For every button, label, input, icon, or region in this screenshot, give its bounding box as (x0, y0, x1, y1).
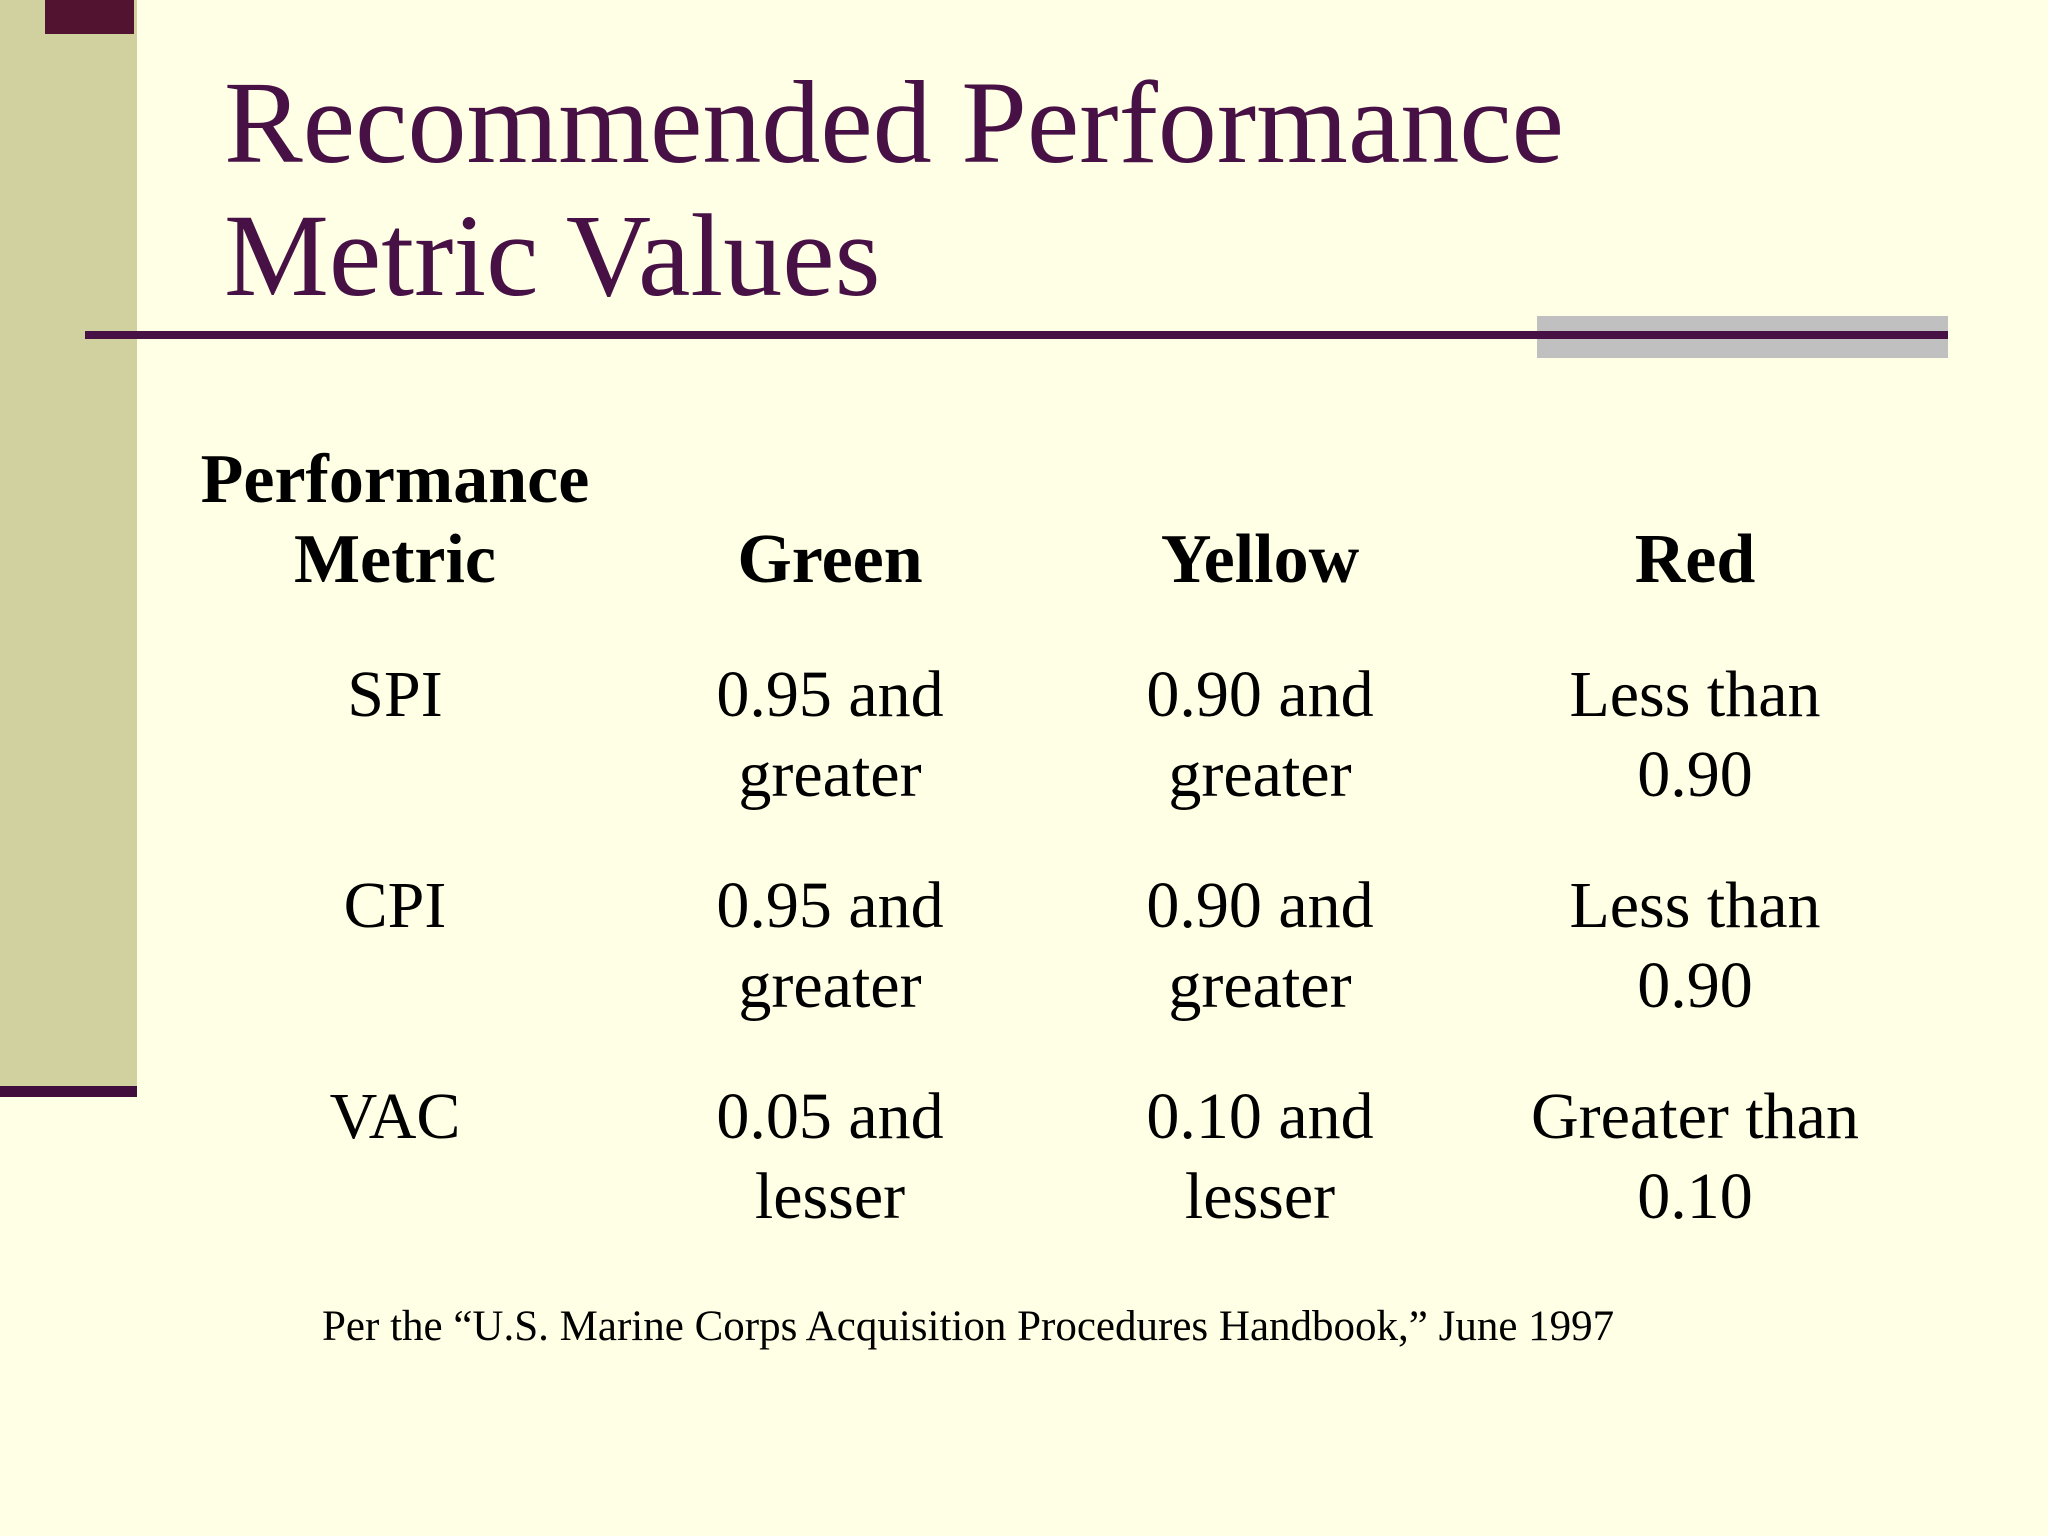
green-cell: 0.95 and greater (716, 869, 944, 1022)
header-performance-label: Performance (200, 441, 590, 518)
table-row: VAC 0.05 and lesser 0.10 and lesser Grea… (150, 1077, 1895, 1237)
top-left-accent-box (45, 0, 134, 34)
yellow-cell: 0.90 and greater (1146, 869, 1374, 1022)
table-row: CPI 0.95 and greater 0.90 and greater Le… (150, 866, 1895, 1026)
header-cell-green: Green (640, 440, 1020, 600)
header-cell-red: Red (1500, 440, 1890, 600)
bottom-left-accent-bar (0, 1086, 137, 1097)
header-cell-performance-metric: Performance Metric (150, 440, 640, 600)
yellow-cell: 0.90 and greater (1146, 658, 1374, 811)
yellow-cell: 0.10 and lesser (1146, 1080, 1374, 1233)
metric-cell: SPI (150, 655, 640, 815)
header-metric-label: Metric (293, 521, 497, 598)
page-title-line-1: Recommended Performance (224, 57, 1565, 188)
header-cell-yellow: Yellow (1020, 440, 1500, 600)
table-header-row: Performance Metric Green Yellow Red (150, 440, 1895, 600)
table-row: SPI 0.95 and greater 0.90 and greater Le… (150, 655, 1895, 815)
header-yellow-label: Yellow (1160, 521, 1360, 598)
green-cell: 0.95 and greater (716, 658, 944, 811)
red-cell: Less than 0.90 (1569, 869, 1821, 1022)
page-title-line-2: Metric Values (224, 190, 881, 321)
metric-name: CPI (343, 869, 447, 942)
metric-name: VAC (329, 1080, 461, 1153)
source-citation: Per the “U.S. Marine Corps Acquisition P… (322, 1303, 1615, 1350)
green-cell: 0.05 and lesser (716, 1080, 944, 1233)
title-underline-rule (85, 331, 1948, 339)
red-cell: Less than 0.90 (1569, 658, 1821, 811)
metric-name: SPI (347, 658, 443, 731)
metric-cell: VAC (150, 1077, 640, 1237)
header-red-label: Red (1634, 521, 1756, 598)
page-title: Recommended Performance Metric Values (224, 56, 1824, 322)
header-green-label: Green (737, 521, 923, 598)
left-decorative-band (0, 0, 137, 1086)
metric-cell: CPI (150, 866, 640, 1026)
red-cell: Greater than 0.10 (1531, 1080, 1859, 1233)
